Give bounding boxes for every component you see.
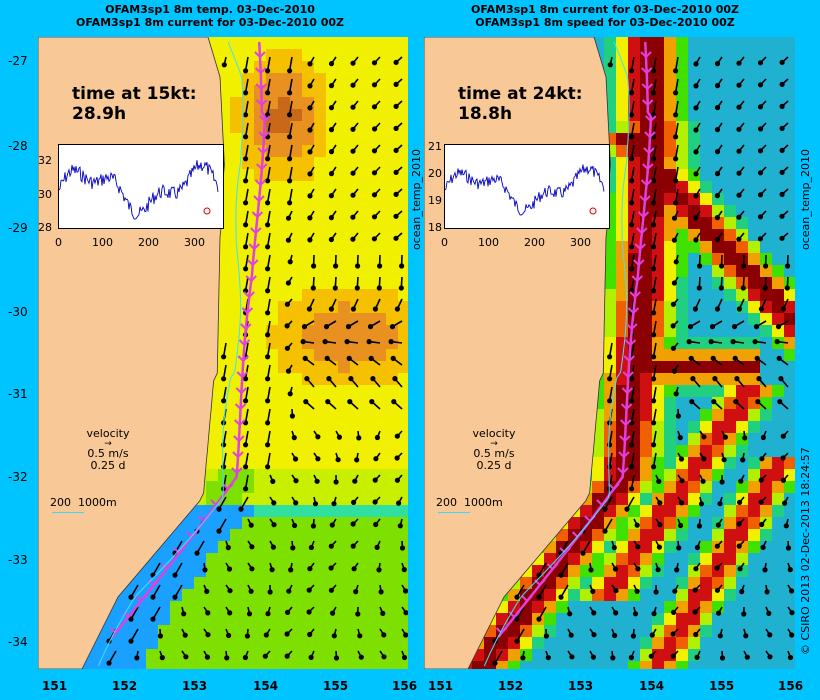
right-inset-xtick: 0 xyxy=(441,236,448,249)
lon-tick: 154 xyxy=(253,679,279,693)
right-velocity-days: 0.25 d xyxy=(476,459,512,472)
lon-tick: 152 xyxy=(112,679,138,693)
left-velocity-label: velocity xyxy=(86,427,130,440)
left-map-canvas xyxy=(38,37,408,669)
right-title-line1: OFAM3sp1 8m current for 03-Dec-2010 00Z xyxy=(470,3,740,16)
right-time-label-text: time at 24kt: xyxy=(458,84,583,104)
lon-tick: 155 xyxy=(323,679,349,693)
right-inset-plot xyxy=(444,144,610,229)
right-velocity-legend: velocity → 0.5 m/s 0.25 d xyxy=(464,428,524,472)
right-velocity-label: velocity xyxy=(472,427,516,440)
right-title-line2: OFAM3sp1 8m speed for 03-Dec-2010 00Z xyxy=(475,16,735,29)
right-depth-legend-line xyxy=(438,512,470,513)
lon-tick: 156 xyxy=(778,679,804,693)
right-map-panel xyxy=(424,37,795,669)
lat-tick: -30 xyxy=(8,305,28,319)
lon-tick: 156 xyxy=(392,679,418,693)
right-inset-ytick: 19 xyxy=(428,194,442,207)
left-time-value: 28.9h xyxy=(72,104,127,124)
left-inset-xtick: 200 xyxy=(138,236,159,249)
left-depth-legend: 200 1000m xyxy=(50,496,117,509)
right-title: OFAM3sp1 8m current for 03-Dec-2010 00Z … xyxy=(440,3,770,29)
left-time-label: time at 15kt: 28.9h xyxy=(72,84,197,124)
right-inset-xtick: 100 xyxy=(478,236,499,249)
lat-tick: -31 xyxy=(8,387,28,401)
left-inset-xtick: 0 xyxy=(55,236,62,249)
lat-tick: -32 xyxy=(8,470,28,484)
left-velocity-arrow-icon: → xyxy=(104,439,112,449)
left-title-line2: OFAM3sp1 8m current for 03-Dec-2010 00Z xyxy=(75,16,345,29)
left-inset-plot xyxy=(58,144,224,229)
middle-side-label: ocean_temp_2010 xyxy=(410,148,423,250)
lat-tick: -27 xyxy=(8,54,28,68)
lon-tick: 155 xyxy=(709,679,735,693)
left-inset-ytick: 32 xyxy=(38,154,52,167)
left-title-line1: OFAM3sp1 8m temp. 03-Dec-2010 xyxy=(105,3,315,16)
lat-tick: -28 xyxy=(8,139,28,153)
right-inset-series xyxy=(444,164,605,216)
right-depth-legend: 200 1000m xyxy=(436,496,503,509)
left-title: OFAM3sp1 8m temp. 03-Dec-2010 OFAM3sp1 8… xyxy=(60,3,360,29)
right-inset-ytick: 21 xyxy=(428,140,442,153)
right-time-value: 18.8h xyxy=(458,104,513,124)
right-inset-ytick: 20 xyxy=(428,167,442,180)
left-inset-ytick: 28 xyxy=(38,221,52,234)
right-velocity-speed: 0.5 m/s xyxy=(473,447,515,460)
right-map-canvas xyxy=(424,37,795,669)
lon-tick: 151 xyxy=(428,679,454,693)
copyright-label: © CSIRO 2013 02-Dec-2013 18:24:57 xyxy=(799,447,812,655)
lon-tick: 151 xyxy=(42,679,68,693)
lon-tick: 154 xyxy=(639,679,665,693)
left-inset-series xyxy=(58,160,219,220)
lon-tick: 152 xyxy=(498,679,524,693)
left-inset-xtick: 100 xyxy=(92,236,113,249)
left-velocity-legend: velocity → 0.5 m/s 0.25 d xyxy=(78,428,138,472)
current-vectors xyxy=(492,56,795,666)
left-inset-ytick: 30 xyxy=(38,188,52,201)
left-time-label-text: time at 15kt: xyxy=(72,84,197,104)
right-inset-xtick: 300 xyxy=(570,236,591,249)
right-side-label: ocean_temp_2010 xyxy=(799,148,812,250)
left-map-panel xyxy=(38,37,408,669)
right-velocity-arrow-icon: → xyxy=(490,439,498,449)
left-velocity-days: 0.25 d xyxy=(90,459,126,472)
lon-tick: 153 xyxy=(568,679,594,693)
lat-tick: -33 xyxy=(8,553,28,567)
left-depth-legend-line xyxy=(52,512,84,513)
lat-tick: -29 xyxy=(8,221,28,235)
current-vectors xyxy=(106,56,408,666)
left-inset-xtick: 300 xyxy=(184,236,205,249)
lon-tick: 153 xyxy=(182,679,208,693)
right-inset-ytick: 18 xyxy=(428,221,442,234)
right-inset-xtick: 200 xyxy=(524,236,545,249)
lat-tick: -34 xyxy=(8,635,28,649)
right-time-label: time at 24kt: 18.8h xyxy=(458,84,583,124)
left-velocity-speed: 0.5 m/s xyxy=(87,447,129,460)
